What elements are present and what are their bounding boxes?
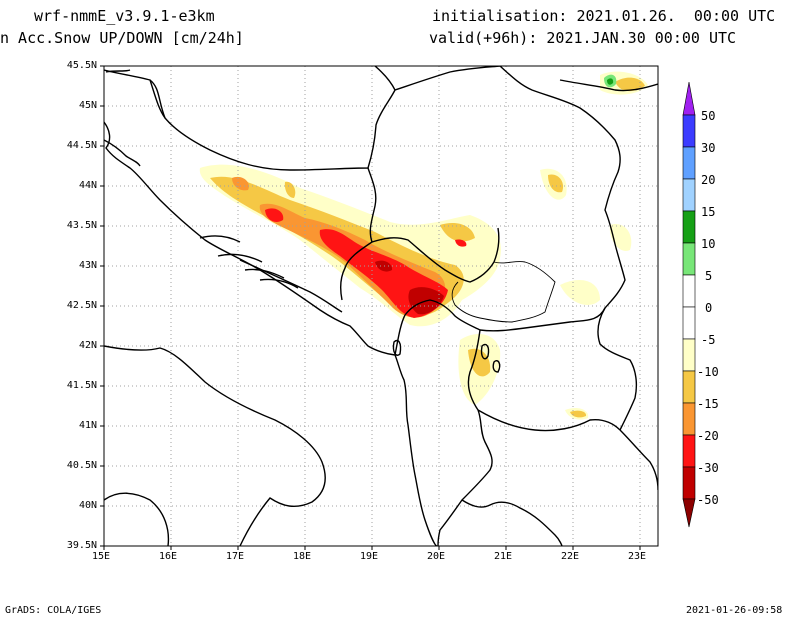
lat-label: 40.5N xyxy=(66,460,97,471)
kosovo-border xyxy=(451,261,556,323)
snow-patch-red xyxy=(265,208,284,222)
lon-label: 21E xyxy=(494,551,513,562)
lat-label: 41N xyxy=(78,420,97,431)
montenegro-border xyxy=(371,227,500,283)
legend-label: 20 xyxy=(701,173,716,187)
snow-patch-yellow xyxy=(468,348,491,377)
colorbar-swatch xyxy=(682,306,696,340)
colorbar-swatch xyxy=(682,210,696,244)
serbia-romania-border xyxy=(499,66,638,431)
lat-lon-grid xyxy=(104,66,658,546)
legend-label: -30 xyxy=(697,461,719,475)
snow-patch-light xyxy=(560,280,600,305)
legend-label: -10 xyxy=(697,365,719,379)
colorbar-swatch xyxy=(682,242,696,276)
legend-label: 15 xyxy=(701,205,716,219)
croatia-hungary-border xyxy=(104,66,396,171)
snow-patch-yellow xyxy=(548,174,564,193)
model-title: wrf-nmmE_v3.9.1-e3km xyxy=(34,7,215,25)
legend-label: -50 xyxy=(697,493,719,507)
snow-core-darkred xyxy=(375,260,393,272)
lake-ohrid xyxy=(480,343,490,360)
lon-label: 20E xyxy=(427,551,446,562)
lat-label: 43N xyxy=(78,260,97,271)
lon-label: 17E xyxy=(226,551,245,562)
lon-label: 18E xyxy=(293,551,312,562)
lon-label: 23E xyxy=(628,551,647,562)
lon-label: 22E xyxy=(561,551,580,562)
lat-label: 40N xyxy=(78,500,97,511)
italy-heel-coastline xyxy=(104,492,170,546)
greece-border xyxy=(461,429,658,546)
legend-label: -15 xyxy=(697,397,719,411)
snow-patch-yellow xyxy=(615,77,645,92)
colorbar-swatch xyxy=(682,338,696,372)
colorbar-top-arrow xyxy=(682,81,696,116)
grads-credit: GrADS: COLA/IGES xyxy=(5,605,102,616)
adriatic-coastline xyxy=(104,121,438,546)
colorbar-swatch xyxy=(682,434,696,468)
colorbar-swatch xyxy=(682,114,696,148)
field-title: n Acc.Snow UP/DOWN [cm/24h] xyxy=(0,29,244,47)
legend-label: -20 xyxy=(697,429,719,443)
lat-label: 42.5N xyxy=(66,300,97,311)
country-borders xyxy=(104,66,658,546)
lat-label: 41.5N xyxy=(66,380,97,391)
colorbar-swatch xyxy=(682,178,696,212)
lat-label: 44N xyxy=(78,180,97,191)
macedonia-border xyxy=(477,307,621,432)
lon-label: 15E xyxy=(92,551,111,562)
istria-coast xyxy=(104,139,141,167)
colorbar-swatch xyxy=(682,402,696,436)
axis-ticks xyxy=(100,65,641,550)
snow-patch-yellow xyxy=(440,222,475,242)
colorbar-swatch xyxy=(682,146,696,180)
lake-shkoder xyxy=(392,339,402,356)
colorbar-swatch xyxy=(682,466,696,500)
lat-label: 42N xyxy=(78,340,97,351)
legend-label: 5 xyxy=(705,269,713,283)
render-timestamp: 2021-01-26-09:58 xyxy=(686,605,783,616)
italy-coastline xyxy=(104,345,326,546)
legend-label: 30 xyxy=(701,141,716,155)
colorbar-swatch xyxy=(682,274,696,308)
colorbar-bottom-arrow xyxy=(682,498,696,528)
legend-label: 10 xyxy=(701,237,716,251)
snow-patch-yellow xyxy=(570,410,587,418)
init-time: initialisation: 2021.01.26. 00:00 UTC xyxy=(432,7,776,25)
albania-border xyxy=(394,299,493,546)
snow-field xyxy=(199,71,648,420)
danube-region-line xyxy=(105,69,658,92)
lon-label: 19E xyxy=(360,551,379,562)
lat-label: 43.5N xyxy=(66,220,97,231)
lat-label: 45.5N xyxy=(66,60,97,71)
croatian-islands xyxy=(199,235,299,289)
lat-label: 39.5N xyxy=(66,540,97,551)
snow-patch-orange xyxy=(232,176,249,191)
serbia-north-border xyxy=(394,66,501,91)
colorbar xyxy=(682,81,696,528)
lat-label: 45N xyxy=(78,100,97,111)
legend-label: -5 xyxy=(701,333,716,347)
lat-label: 44.5N xyxy=(66,140,97,151)
valid-time: valid(+96h): 2021.JAN.30 00:00 UTC xyxy=(429,29,737,47)
lon-label: 16E xyxy=(159,551,178,562)
legend-label: 0 xyxy=(705,301,713,315)
colorbar-swatch xyxy=(682,370,696,404)
lake-prespa xyxy=(492,360,501,373)
snow-patch-red xyxy=(455,239,467,247)
legend-label: 50 xyxy=(701,109,716,123)
snow-gain-darkgreen xyxy=(607,78,614,85)
